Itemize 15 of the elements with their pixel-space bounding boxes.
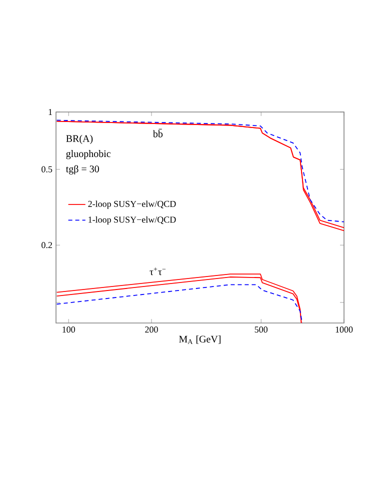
x-tick-label: 100 <box>62 326 76 333</box>
y-tick-label: 0.2 <box>42 242 52 248</box>
annotation: τ$^{+}$τ$^{−}$ <box>150 267 166 276</box>
annotation: tgβ = 30 <box>66 165 99 174</box>
x-tick-label: 500 <box>254 326 268 333</box>
x-axis-title: M$_{A}$ [GeV] <box>179 335 221 344</box>
legend-label: 2-loop SUSY−elw/QCD <box>88 200 176 209</box>
x-tick-label: 200 <box>145 326 158 333</box>
annotation: bb̄ <box>152 128 163 138</box>
annotation: gluophobic <box>66 150 111 160</box>
annotation: BR(A) <box>66 134 93 144</box>
legend-label: 1-loop SUSY−elw/QCD <box>88 216 176 224</box>
y-tick-label: 1 <box>48 109 52 115</box>
x-tick-label: 1000 <box>336 326 353 333</box>
y-tick-label: 0.5 <box>42 166 52 172</box>
